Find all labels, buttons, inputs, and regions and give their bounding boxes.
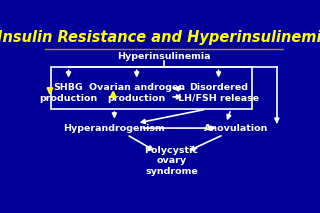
Text: Hyperinsulinemia: Hyperinsulinemia — [117, 52, 211, 61]
Text: SHBG
production: SHBG production — [39, 83, 98, 102]
Text: Disordered
LH/FSH release: Disordered LH/FSH release — [178, 83, 259, 102]
Text: Ovarian androgen
production: Ovarian androgen production — [89, 83, 185, 102]
Text: Hyperandrogenism: Hyperandrogenism — [64, 124, 165, 132]
Text: Polycystic
ovary
syndrome: Polycystic ovary syndrome — [144, 146, 198, 176]
Text: Insulin Resistance and Hyperinsulinemia: Insulin Resistance and Hyperinsulinemia — [0, 30, 320, 46]
Text: Anovulation: Anovulation — [204, 124, 268, 132]
